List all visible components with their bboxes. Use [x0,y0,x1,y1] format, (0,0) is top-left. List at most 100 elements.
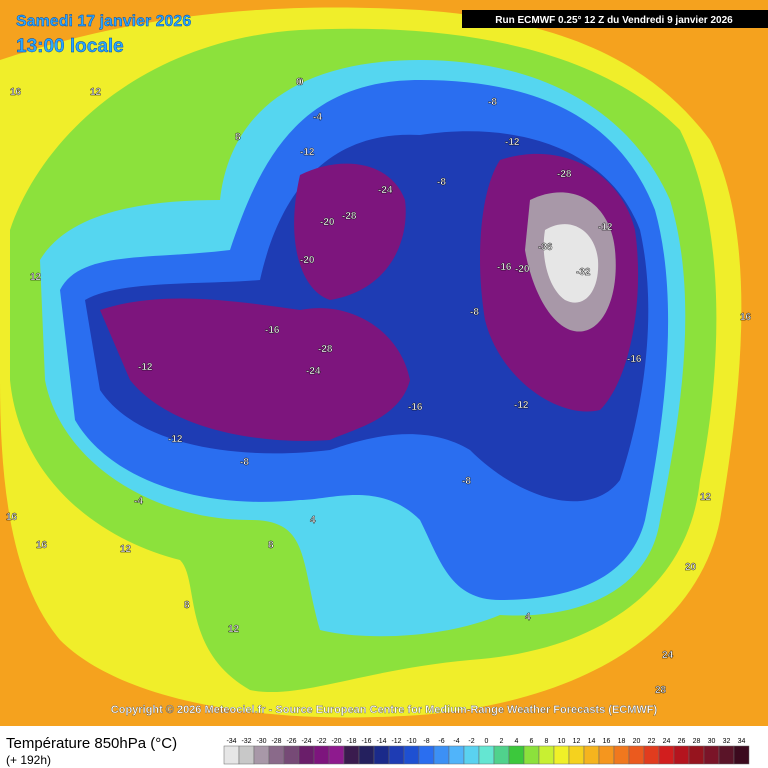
legend-swatch [583,745,600,765]
legend-swatch [508,745,525,765]
contour-label: 4 [310,515,316,526]
legend-swatch [448,745,465,765]
contour-label: -8 [488,97,497,108]
legend-swatch [538,745,555,765]
legend-lead: (+ 192h) [6,753,51,767]
contour-label: -20 [320,217,335,228]
contour-label: 4 [525,612,531,623]
contour-label: -24 [306,366,321,377]
contour-label: -12 [300,147,315,158]
legend-swatch [313,745,330,765]
legend-tick-label: -26 [286,738,296,745]
legend-tick-label: -22 [316,738,326,745]
contour-label: -8 [437,177,446,188]
contour-label: 8 [184,600,190,611]
legend-tick-label: 28 [693,738,701,745]
legend-tick-label: 8 [545,738,549,745]
legend-tick-label: -14 [376,738,386,745]
legend-tick-label: 32 [723,738,731,745]
contour-label: -20 [515,264,530,275]
legend-tick-label: -10 [406,738,416,745]
contour-label: 16 [36,540,48,551]
contour-label: -16 [265,325,280,336]
legend-tick-label: 6 [530,738,534,745]
legend-tick-label: -34 [226,738,236,745]
legend-tick-label: 4 [515,738,519,745]
legend-swatch [388,745,405,765]
legend-swatch [253,745,270,765]
copyright: Copyright © 2026 Meteociel.fr - Source E… [111,704,658,716]
legend-swatch [568,745,585,765]
legend-tick-label: -4 [453,738,459,745]
legend-swatch [223,745,240,765]
legend-title: Température 850hPa (°C) [6,735,177,752]
legend-tick-label: -12 [391,738,401,745]
legend-swatch [328,745,345,765]
legend-tick-label: -2 [468,738,474,745]
contour-label: 16 [740,312,752,323]
contour-label: -16 [627,354,642,365]
legend-swatch [463,745,480,765]
contour-label: 28 [655,685,667,696]
legend-swatch [238,745,255,765]
legend-tick-label: -18 [346,738,356,745]
run-box [462,10,768,28]
legend-swatch [718,745,735,765]
contour-label: 12 [30,272,42,283]
legend-swatch [628,745,645,765]
legend-tick-label: 34 [738,738,746,745]
legend-swatch [658,745,675,765]
legend-tick-label: 20 [633,738,641,745]
contour-label: 16 [10,87,22,98]
contour-label: 12 [120,544,132,555]
legend-swatch [298,745,315,765]
contour-label: -28 [318,344,333,355]
contour-label: -12 [505,137,520,148]
legend-tick-label: -24 [301,738,311,745]
legend-swatch [373,745,390,765]
contour-label: -32 [576,267,591,278]
legend-swatch [523,745,540,765]
legend-tick-label: 16 [603,738,611,745]
forecast-date: Samedi 17 janvier 2026 [16,13,191,30]
contour-label: -8 [470,307,479,318]
contour-label: -28 [342,211,357,222]
legend-tick-label: -28 [271,738,281,745]
contour-label: -12 [138,362,153,373]
contour-label: 12 [90,87,102,98]
contour-label: -16 [497,262,512,273]
legend-tick-label: 12 [573,738,581,745]
legend-swatch [478,745,495,765]
legend-tick-label: 26 [678,738,686,745]
legend-swatch [673,745,690,765]
legend-swatch [598,745,615,765]
legend-tick-label: -8 [423,738,429,745]
legend-swatch [613,745,630,765]
contour-label: 0 [298,77,304,88]
legend-tick-label: -20 [331,738,341,745]
legend-swatch [733,745,750,765]
contour-label: -12 [514,400,529,411]
legend-swatch [493,745,510,765]
legend-tick-label: 24 [663,738,671,745]
legend-swatch [268,745,285,765]
legend-tick-label: 14 [588,738,596,745]
contour-label: -4 [313,112,322,123]
contour-label: -8 [240,457,249,468]
contour-label: -24 [378,185,393,196]
legend-swatch [358,745,375,765]
run-info: Run ECMWF 0.25° 12 Z du Vendredi 9 janvi… [495,15,733,26]
legend-swatch [688,745,705,765]
legend-swatch [433,745,450,765]
legend-swatch [343,745,360,765]
legend-swatch [418,745,435,765]
contour-label: -20 [300,255,315,266]
purple-west [100,298,410,441]
legend-tick-label: 2 [500,738,504,745]
legend-swatch [283,745,300,765]
contour-label: 8 [268,540,274,551]
legend-tick-label: 22 [648,738,656,745]
legend-tick-label: -30 [256,738,266,745]
